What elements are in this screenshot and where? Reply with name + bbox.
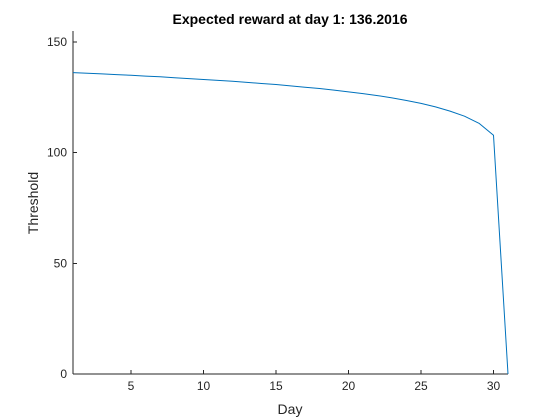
axes <box>72 31 508 375</box>
y-tick-label: 50 <box>54 256 68 270</box>
x-tick-label: 30 <box>487 379 501 393</box>
y-tick-label: 150 <box>47 35 67 49</box>
x-tick-label: 15 <box>269 379 283 393</box>
y-axis-label: Threshold <box>25 172 41 234</box>
ticks: 5 10 15 20 25 30 0 50 100 150 <box>47 35 501 393</box>
x-axis-label: Day <box>278 401 303 417</box>
series-line-1 <box>72 72 509 375</box>
y-tick-label: 0 <box>60 367 67 381</box>
x-tick-label: 5 <box>128 379 135 393</box>
chart-title: Expected reward at day 1: 136.2016 <box>172 11 407 27</box>
series-lines <box>72 72 509 375</box>
x-tick-label: 10 <box>197 379 211 393</box>
x-tick-label: 20 <box>342 379 356 393</box>
y-tick-label: 100 <box>47 146 67 160</box>
x-tick-label: 25 <box>414 379 428 393</box>
